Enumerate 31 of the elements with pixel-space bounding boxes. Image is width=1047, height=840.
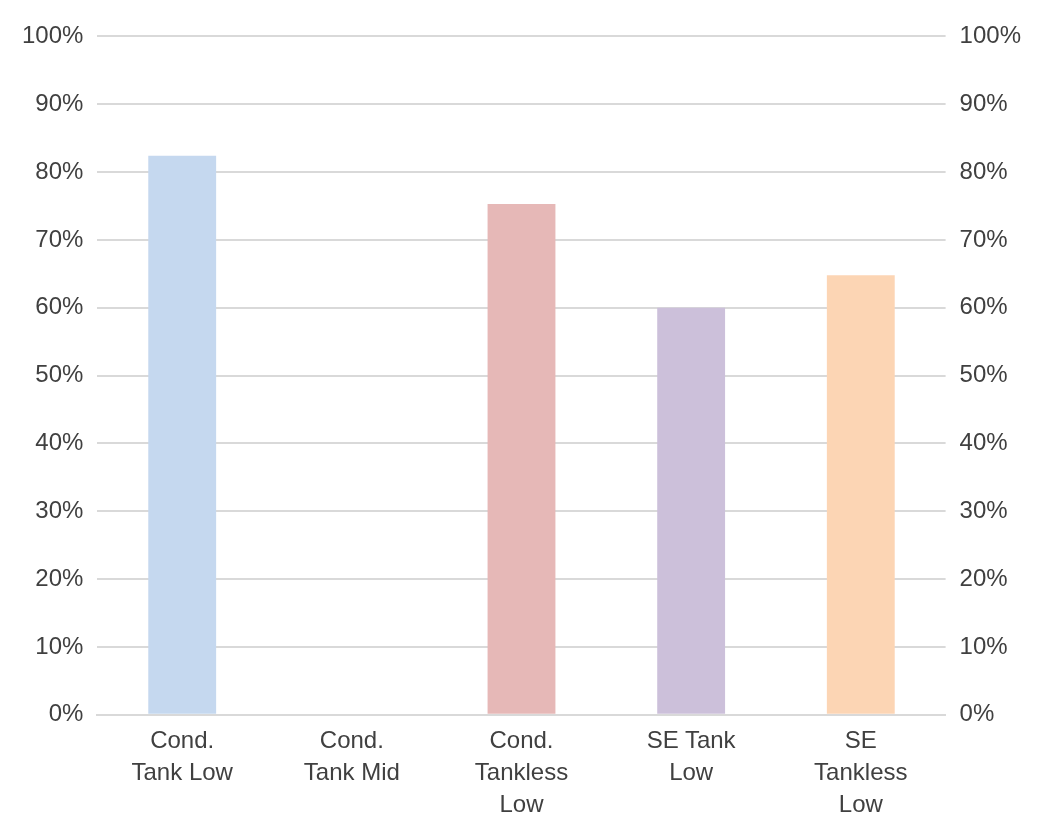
y2-tick-label: 30% [959, 495, 1008, 523]
bar [148, 155, 217, 714]
x-tick-label: SE Tankless Low [814, 725, 908, 818]
y-tick-label: 60% [35, 292, 84, 320]
x-tick-label: Cond. Tank Mid [303, 725, 400, 786]
y-tick-label: 50% [35, 360, 84, 388]
y2-tick-label: 70% [959, 224, 1008, 252]
y-tick-label: 70% [35, 224, 84, 252]
y-tick-label: 30% [35, 495, 84, 523]
bar [657, 307, 726, 714]
y2-tick-label: 90% [959, 88, 1008, 116]
bar [487, 203, 556, 714]
y2-tick-label: 20% [959, 563, 1008, 591]
y2-tick-label: 40% [959, 428, 1008, 456]
x-tick-label: SE Tank Low [646, 725, 737, 786]
y-tick-label: 0% [48, 699, 84, 727]
x-tick-label: Cond. Tankless Low [474, 725, 569, 818]
y-tick-label: 80% [35, 156, 84, 184]
y-tick-label: 40% [35, 428, 84, 456]
y2-tick-label: 50% [959, 360, 1008, 388]
y-tick-label: 10% [35, 631, 84, 659]
bar [826, 275, 895, 714]
x-tick-label: Cond. Tank Low [131, 725, 234, 786]
y2-tick-label: 60% [959, 292, 1008, 320]
y2-tick-label: 0% [959, 699, 995, 727]
y2-tick-label: 100% [959, 21, 1022, 49]
y2-tick-label: 80% [959, 156, 1008, 184]
y-tick-label: 100% [21, 21, 84, 49]
y-tick-label: 90% [35, 88, 84, 116]
y-tick-label: 20% [35, 563, 84, 591]
y2-tick-label: 10% [959, 631, 1008, 659]
